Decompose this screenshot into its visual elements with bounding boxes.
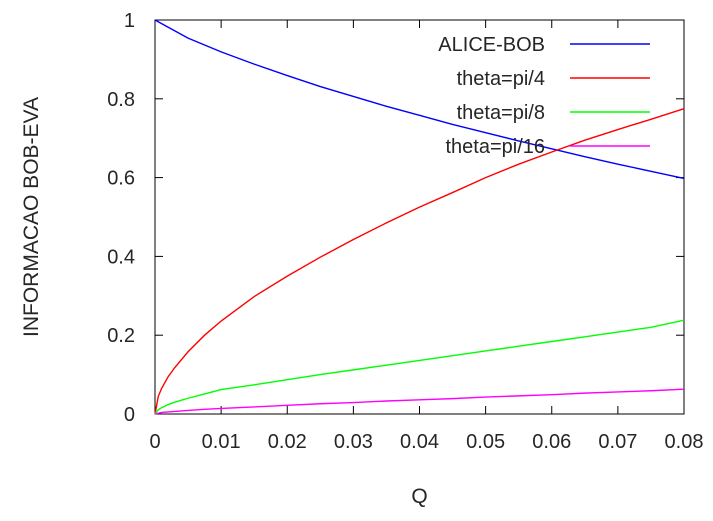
- x-tick-label: 0.01: [202, 431, 241, 453]
- x-tick-label: 0.02: [268, 431, 307, 453]
- legend-label-2: theta=pi/4: [457, 68, 545, 90]
- y-tick-label: 0: [124, 404, 135, 426]
- y-axis-label: INFORMACAO BOB-EVA: [20, 97, 43, 337]
- x-tick-label: 0: [149, 431, 160, 453]
- y-tick-label: 0.2: [107, 325, 135, 347]
- plot-border: [154, 19, 685, 415]
- series-line-1: [154, 19, 685, 180]
- legend-label-4: theta=pi/16: [445, 136, 545, 158]
- y-tick-label: 0.8: [107, 89, 135, 111]
- x-axis-ticks: 0 0.01 0.02 0.03 0.04 0.05 0.06 0.07 0.08: [149, 20, 703, 453]
- x-tick-label: 0.07: [598, 431, 637, 453]
- plot-frame: [154, 19, 685, 415]
- legend-label-3: theta=pi/8: [457, 102, 545, 124]
- legend-label-1: ALICE-BOB: [438, 34, 545, 56]
- x-tick-label: 0.03: [334, 431, 373, 453]
- series-line-4: [154, 388, 685, 415]
- series-line-3: [154, 319, 685, 415]
- x-axis-label: Q: [411, 485, 427, 508]
- series-line-2: [154, 107, 685, 415]
- y-tick-label: 1: [124, 10, 135, 32]
- x-tick-label: 0.08: [665, 431, 704, 453]
- x-tick-label: 0.04: [400, 431, 439, 453]
- y-axis-ticks: 0 0.2 0.4 0.6 0.8 1: [107, 10, 684, 426]
- x-tick-label: 0.05: [466, 431, 505, 453]
- series-lines: [154, 19, 685, 415]
- y-tick-label: 0.6: [107, 168, 135, 190]
- legend: ALICE-BOB theta=pi/4 theta=pi/8 theta=pi/16: [438, 34, 650, 158]
- y-tick-label: 0.4: [107, 246, 135, 268]
- x-tick-label: 0.06: [532, 431, 571, 453]
